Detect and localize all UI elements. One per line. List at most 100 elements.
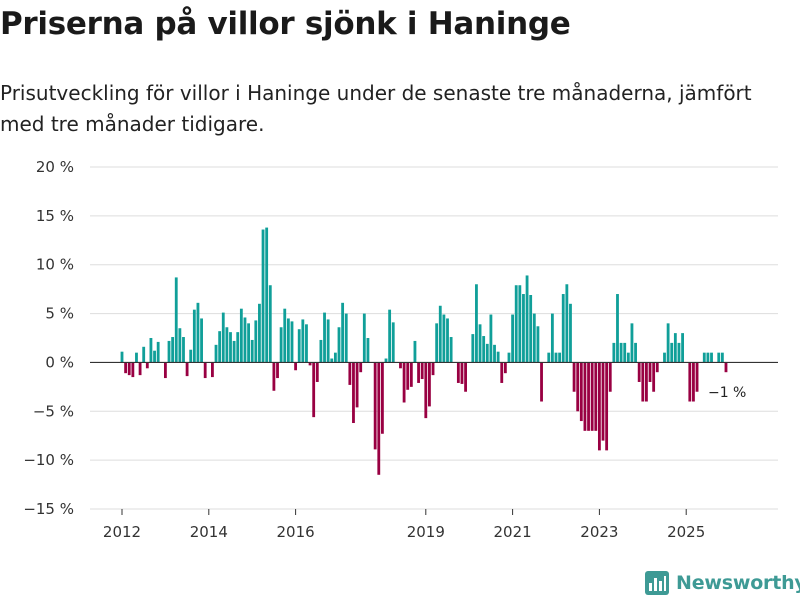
bar (420, 362, 424, 380)
bar (243, 317, 247, 363)
bar (131, 362, 135, 378)
x-tick-label: 2012 (103, 523, 141, 541)
bar (279, 327, 283, 363)
bar (590, 362, 594, 431)
bar (435, 323, 439, 363)
bar (710, 352, 713, 363)
bar (652, 362, 656, 392)
x-tick-label: 2019 (407, 523, 445, 541)
chart-subtitle: Prisutveckling för villor i Haninge unde… (0, 81, 752, 136)
x-tick-label: 2025 (667, 523, 705, 541)
bar (449, 337, 453, 363)
newsworthy-logo-text: Newsworthy (676, 572, 800, 594)
bar (460, 362, 464, 384)
bar (301, 319, 305, 363)
bar (192, 309, 196, 363)
bar (359, 362, 363, 373)
bar (337, 327, 341, 363)
bar (297, 329, 301, 363)
bar (218, 331, 222, 363)
bar (362, 313, 366, 363)
y-tick-label: 5 % (45, 305, 74, 323)
bar (308, 362, 312, 366)
bar (355, 362, 359, 408)
bar (478, 324, 482, 363)
y-tick-label: 10 % (36, 256, 74, 274)
newsworthy-logo: Newsworthy (644, 570, 800, 596)
bar (496, 351, 500, 363)
bar (677, 342, 681, 363)
bars (120, 227, 728, 475)
bar (641, 362, 645, 402)
bar (536, 326, 540, 363)
bar (330, 358, 334, 363)
bar (565, 284, 569, 363)
bar (550, 313, 554, 363)
bar (265, 227, 269, 363)
bar (276, 362, 279, 379)
bar (438, 305, 442, 363)
bar (286, 318, 290, 363)
bar (167, 340, 171, 363)
bar (323, 312, 326, 363)
bar (579, 362, 583, 422)
bar (294, 362, 298, 371)
last-value-annotation: −1 % (708, 385, 746, 401)
bar (511, 314, 515, 363)
bar (525, 275, 529, 363)
bar (522, 294, 525, 363)
bar (142, 346, 146, 363)
bar (127, 362, 131, 376)
bar (717, 352, 721, 363)
bar (211, 362, 214, 378)
bar (576, 362, 580, 412)
bar (384, 358, 388, 363)
bar (507, 352, 511, 363)
bar (554, 352, 558, 363)
bar (514, 285, 518, 363)
y-tick-label: −5 % (33, 402, 74, 420)
bar (485, 343, 489, 363)
bar (341, 302, 345, 363)
bar (424, 362, 428, 419)
bar (377, 362, 381, 475)
bar (471, 334, 475, 363)
bar (402, 362, 406, 403)
bar (612, 342, 616, 363)
bar (391, 322, 395, 363)
bar (547, 352, 551, 363)
bar (587, 362, 590, 431)
bar (153, 350, 156, 363)
newsworthy-logo-icon (645, 571, 669, 595)
bar (348, 362, 352, 385)
bar (695, 362, 699, 392)
bar (616, 294, 619, 363)
bar (558, 352, 562, 363)
bar (503, 362, 507, 374)
bar (149, 338, 153, 363)
bar (333, 352, 337, 363)
bar (247, 323, 250, 363)
bar (156, 341, 160, 363)
bar (428, 362, 431, 407)
bar (272, 362, 276, 391)
bar (583, 362, 587, 431)
bar (673, 333, 677, 363)
bar (663, 352, 666, 363)
y-tick-label: 20 % (36, 158, 74, 176)
bar (236, 332, 240, 363)
bar (619, 342, 623, 363)
bar (601, 362, 605, 441)
bar (681, 333, 684, 363)
bar (623, 342, 627, 363)
bar (442, 314, 446, 363)
bar (388, 309, 392, 363)
grid-layer (90, 166, 778, 510)
bar (399, 362, 402, 369)
bar (475, 284, 478, 363)
bar (232, 340, 236, 363)
bar (532, 313, 536, 363)
bar (597, 362, 601, 451)
bar (124, 362, 128, 374)
bar (171, 337, 175, 363)
